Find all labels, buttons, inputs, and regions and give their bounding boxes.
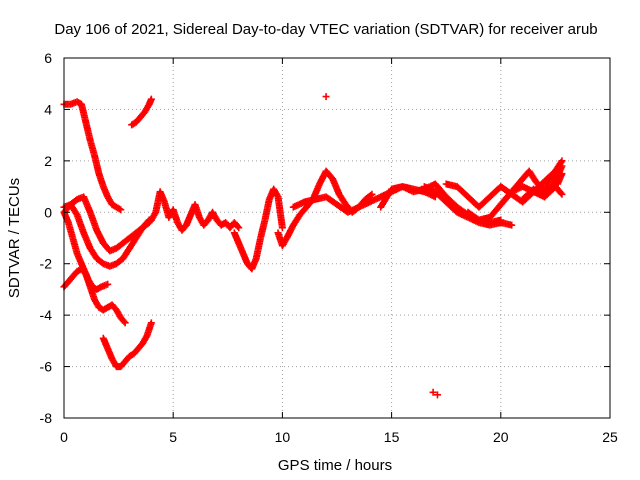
data-point: [508, 221, 516, 229]
data-point: [368, 190, 376, 198]
data-point: [121, 319, 129, 327]
series-isolated: [322, 93, 441, 399]
data-point: [235, 224, 243, 232]
data-point: [104, 280, 112, 288]
y-tick-label: -4: [40, 307, 53, 323]
series-track-b: [128, 95, 155, 129]
y-tick-label: -6: [40, 359, 53, 375]
plot-frame: [63, 57, 611, 419]
y-axis-label: SDTVAR / TECUs: [6, 178, 23, 298]
data-point: [322, 93, 330, 101]
series-track-g: [99, 319, 155, 371]
data-point: [234, 222, 242, 230]
series-track-m: [420, 183, 516, 229]
data-point: [147, 95, 155, 103]
data-points: [60, 93, 566, 399]
data-point: [558, 162, 566, 170]
x-tick-label: 15: [384, 429, 400, 445]
data-point: [429, 388, 437, 396]
series-track-i: [230, 185, 286, 273]
data-point: [433, 391, 441, 399]
x-axis-label: GPS time / hours: [278, 457, 392, 474]
series-track-f: [60, 265, 129, 327]
x-tick-label: 0: [60, 429, 68, 445]
data-point: [278, 224, 286, 232]
data-point: [115, 205, 123, 213]
x-tick-label: 25: [602, 429, 618, 445]
data-point: [558, 190, 566, 198]
x-tick-label: 5: [169, 429, 177, 445]
series-track-a: [60, 98, 125, 214]
y-tick-label: -2: [40, 256, 53, 272]
data-point: [117, 206, 125, 214]
series-track-d: [60, 201, 153, 270]
y-tick-label: 4: [44, 101, 52, 117]
data-point: [557, 189, 565, 197]
series-track-p: [497, 167, 566, 209]
data-point: [120, 318, 128, 326]
data-point: [558, 170, 566, 178]
y-tick-label: 2: [44, 153, 52, 169]
x-tick-label: 10: [275, 429, 291, 445]
y-tick-label: 6: [44, 50, 52, 66]
data-point: [147, 319, 155, 327]
x-tick-label: 20: [493, 429, 509, 445]
y-tick-label: -8: [40, 410, 53, 426]
series-track-h: [147, 188, 243, 234]
y-tick-label: 0: [44, 204, 52, 220]
data-point: [144, 217, 152, 225]
chart-title: Day 106 of 2021, Sidereal Day-to-day VTE…: [54, 21, 597, 38]
data-point: [367, 191, 375, 199]
axis-ticks: 0 5 10 15 20 25 -8 -6 -4 -2 0 2 4 6: [40, 50, 618, 445]
grid-lines: [64, 58, 610, 418]
series-track-q: [519, 183, 566, 203]
